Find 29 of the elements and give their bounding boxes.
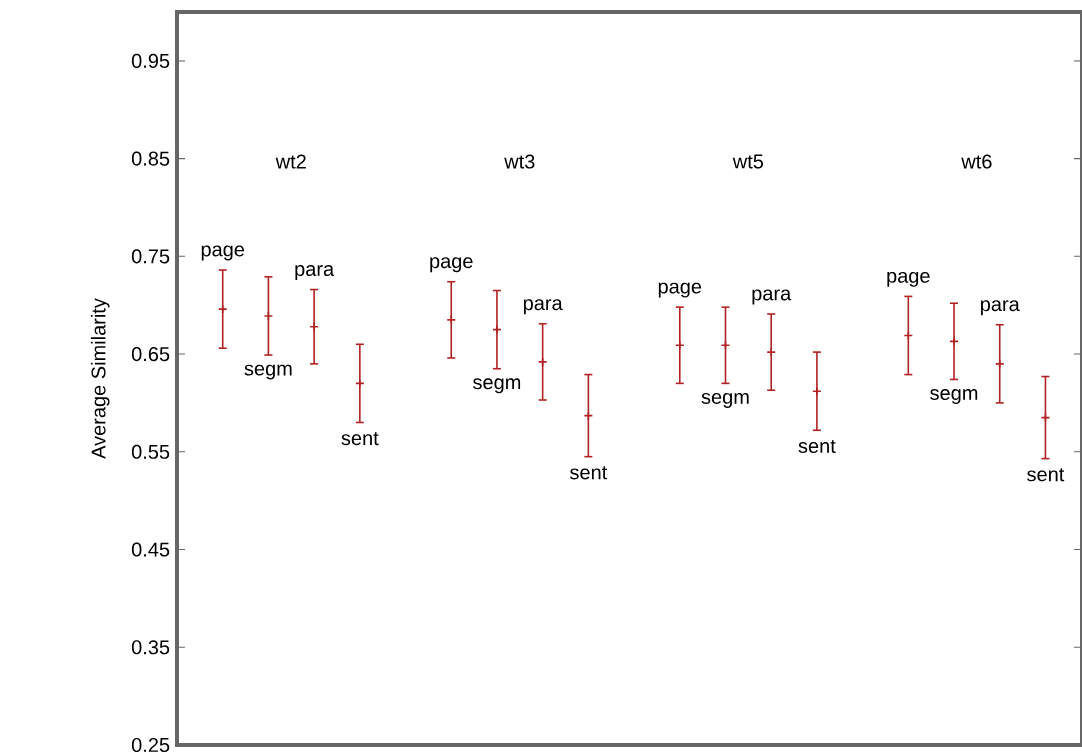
text: segm [701, 392, 749, 408]
text: page [430, 257, 473, 273]
text: segm [473, 378, 521, 394]
text: para [752, 289, 792, 305]
y-tick-label: 0.75 [131, 249, 170, 264]
text: sent [1027, 468, 1065, 482]
y-tick-label: 0.85 [131, 151, 170, 166]
y-tick-label: 0.25 [131, 737, 170, 753]
y-tick-label: 0.95 [131, 53, 170, 68]
text: para [295, 265, 335, 280]
y-tick-label: 0.55 [131, 444, 170, 459]
x-tick-label: wt6 [961, 154, 992, 169]
text: segm [244, 364, 292, 380]
x-tick-label: wt5 [732, 154, 764, 169]
text: sent [341, 432, 379, 446]
y-tick-label: 0.45 [131, 542, 170, 557]
y-tick-label: 0.35 [131, 640, 170, 655]
x-tick-label: wt2 [275, 154, 306, 169]
text: para [523, 299, 563, 315]
y-axis-title: Average Similarity [90, 298, 110, 459]
y-tick-label: 0.65 [131, 346, 170, 362]
text: para [981, 300, 1020, 316]
text: page [658, 282, 702, 298]
text: segm [930, 389, 978, 404]
text: page [887, 271, 930, 287]
text: sent [570, 466, 608, 480]
x-tick-label: wt3 [504, 154, 535, 169]
text: page [201, 245, 245, 261]
text: sent [798, 439, 836, 454]
